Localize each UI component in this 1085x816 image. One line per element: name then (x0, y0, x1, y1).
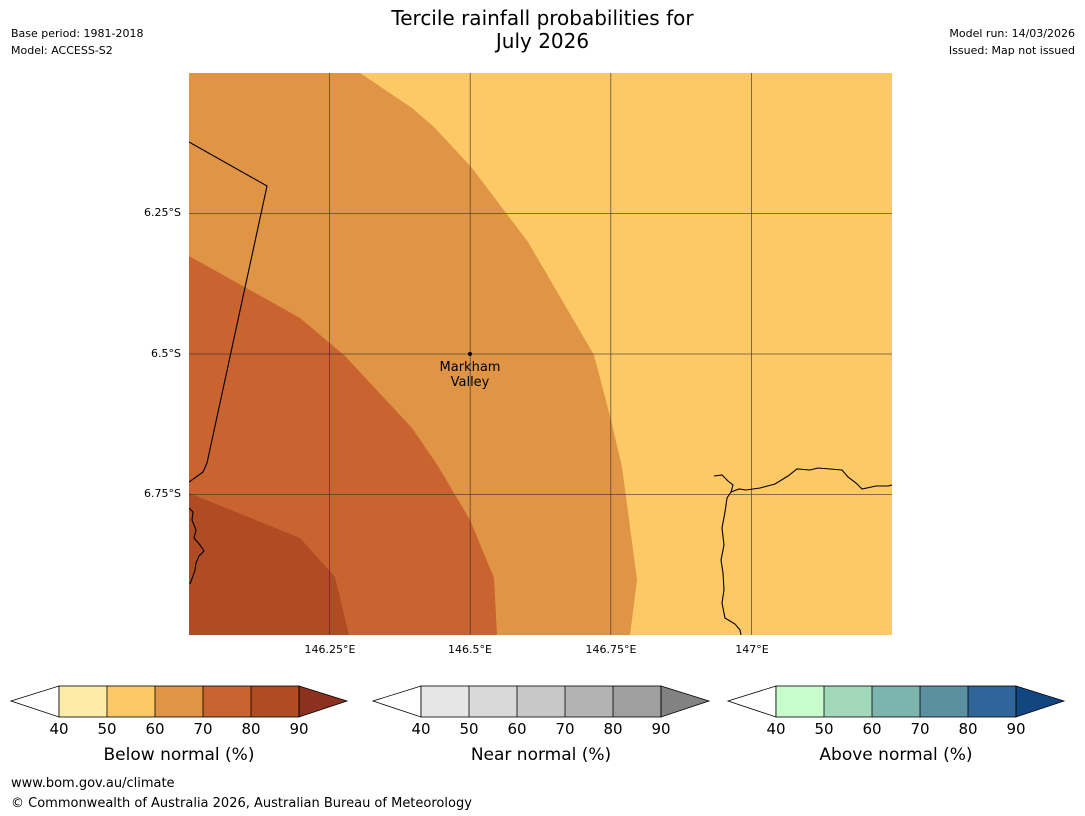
colorbar-above-seg-4 (920, 686, 968, 717)
colorbar-above-low-arrow (726, 685, 777, 718)
lon-label-147: 147°E (735, 643, 769, 656)
issued-status: Issued: Map not issued (948, 44, 1075, 57)
colorbar-near-seg-5 (613, 686, 661, 717)
colorbar-above-tick: 40 (766, 720, 786, 738)
place-name-line-1: Markham (439, 360, 501, 375)
colorbar-above-title: Above normal (%) (819, 745, 973, 765)
colorbar-above-seg-1 (776, 686, 824, 717)
colorbar-near-tick: 90 (651, 720, 671, 738)
footer-copyright: © Commonwealth of Australia 2026, Austra… (11, 796, 472, 811)
colorbar-below-low-arrow (9, 685, 60, 718)
colorbar-below-tick: 50 (97, 720, 117, 738)
header-right-info: Model run: 14/03/2026 Issued: Map not is… (949, 25, 1075, 59)
colorbar-near-seg-4 (565, 686, 613, 717)
title-line-1: Tercile rainfall probabilities for (391, 6, 694, 30)
colorbar-above (726, 685, 1066, 718)
lat-label-6-25: 6.25°S (144, 206, 181, 219)
colorbar-above-tick: 80 (958, 720, 978, 738)
boundaries (189, 141, 892, 635)
base-period: Base period: 1981-2018 (11, 27, 144, 40)
colorbar-below-seg-4 (203, 686, 251, 717)
lon-label-146-5: 146.5°E (448, 643, 492, 656)
colorbar-near-high-arrow (660, 685, 711, 718)
coastline-southeast (720, 491, 742, 635)
colorbar-below-seg-2 (107, 686, 155, 717)
colorbar-above-seg-2 (824, 686, 872, 717)
province-boundary (189, 141, 268, 483)
map-plot-area (189, 73, 892, 635)
colorbar-near-tick: 40 (411, 720, 431, 738)
colorbar-near-seg-3 (517, 686, 565, 717)
colorbar-below-seg-5 (251, 686, 299, 717)
colorbar-near (371, 685, 711, 718)
colorbar-near-tick: 80 (603, 720, 623, 738)
colorbar-below-tick: 40 (49, 720, 69, 738)
footer-url: www.bom.gov.au/climate (11, 776, 175, 791)
place-marker (468, 352, 472, 356)
colorbar-above-seg-3 (872, 686, 920, 717)
colorbar-near-title: Near normal (%) (470, 745, 612, 765)
colorbar-above-high-arrow (1015, 685, 1066, 718)
colorbar-near-tick: 70 (555, 720, 575, 738)
colorbar-below-tick: 70 (193, 720, 213, 738)
colorbar-near-seg-2 (469, 686, 517, 717)
lat-label-6-75: 6.75°S (144, 487, 181, 500)
colorbar-near-low-arrow (371, 685, 422, 718)
colorbar-above-tick: 50 (814, 720, 834, 738)
region-below-80-90 (189, 493, 349, 635)
colorbar-above-tick: 90 (1006, 720, 1026, 738)
lon-label-146-75: 146.75°E (585, 643, 637, 656)
colorbar-above-tick: 60 (862, 720, 882, 738)
colorbar-below-title: Below normal (%) (103, 745, 255, 765)
colorbar-below-seg-1 (59, 686, 107, 717)
colorbar-below-seg-3 (155, 686, 203, 717)
header-left-info: Base period: 1981-2018 Model: ACCESS-S2 (11, 25, 143, 59)
colorbar-below-tick: 80 (241, 720, 261, 738)
model-name: Model: ACCESS-S2 (11, 44, 113, 57)
colorbar-above-seg-5 (968, 686, 1016, 717)
place-label: Markham Valley (440, 360, 501, 390)
graticule (189, 73, 892, 635)
colorbar-below (9, 685, 349, 718)
title-line-2: July 2026 (495, 29, 590, 53)
map-title: Tercile rainfall probabilities for July … (0, 7, 1085, 53)
colorbar-above-tick: 70 (910, 720, 930, 738)
colorbar-below-tick: 60 (145, 720, 165, 738)
coastline-west (189, 507, 205, 585)
lat-label-6-5: 6.5°S (151, 347, 181, 360)
colorbar-near-seg-1 (421, 686, 469, 717)
colorbar-near-tick: 60 (507, 720, 527, 738)
coastline-east (713, 467, 892, 493)
colorbar-below-high-arrow (298, 685, 349, 718)
model-run: Model run: 14/03/2026 (949, 27, 1075, 40)
colorbar-near-tick: 50 (459, 720, 479, 738)
colorbar-below-tick: 90 (289, 720, 309, 738)
lon-label-146-25: 146.25°E (304, 643, 356, 656)
place-name-line-2: Valley (450, 375, 490, 390)
